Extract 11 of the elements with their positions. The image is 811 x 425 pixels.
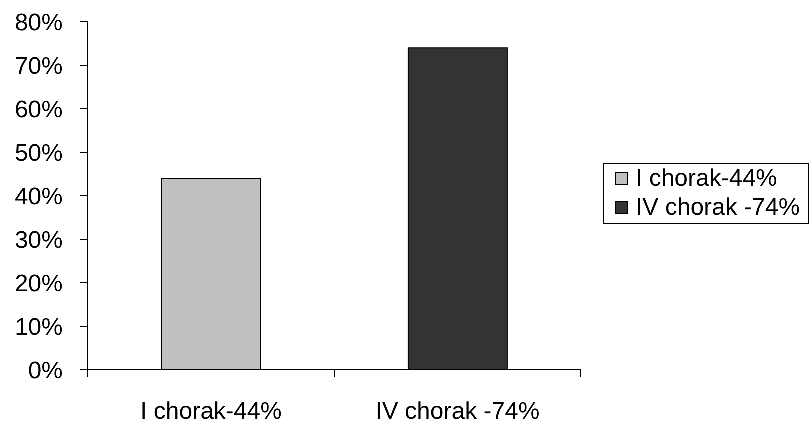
y-tick-label: 80%	[14, 10, 63, 37]
y-tick-label: 50%	[14, 140, 63, 168]
legend-label: I chorak-44%	[636, 164, 778, 193]
y-tick-label: 0%	[28, 358, 63, 385]
legend-label: IV chorak -74%	[636, 193, 800, 222]
y-tick-label: 60%	[14, 96, 63, 124]
y-tick-label: 20%	[14, 270, 63, 298]
y-tick-label: 40%	[14, 184, 63, 211]
y-tick-label: 30%	[14, 227, 63, 254]
y-tick-label: 10%	[14, 314, 63, 342]
y-tick-label: 70%	[14, 53, 63, 80]
